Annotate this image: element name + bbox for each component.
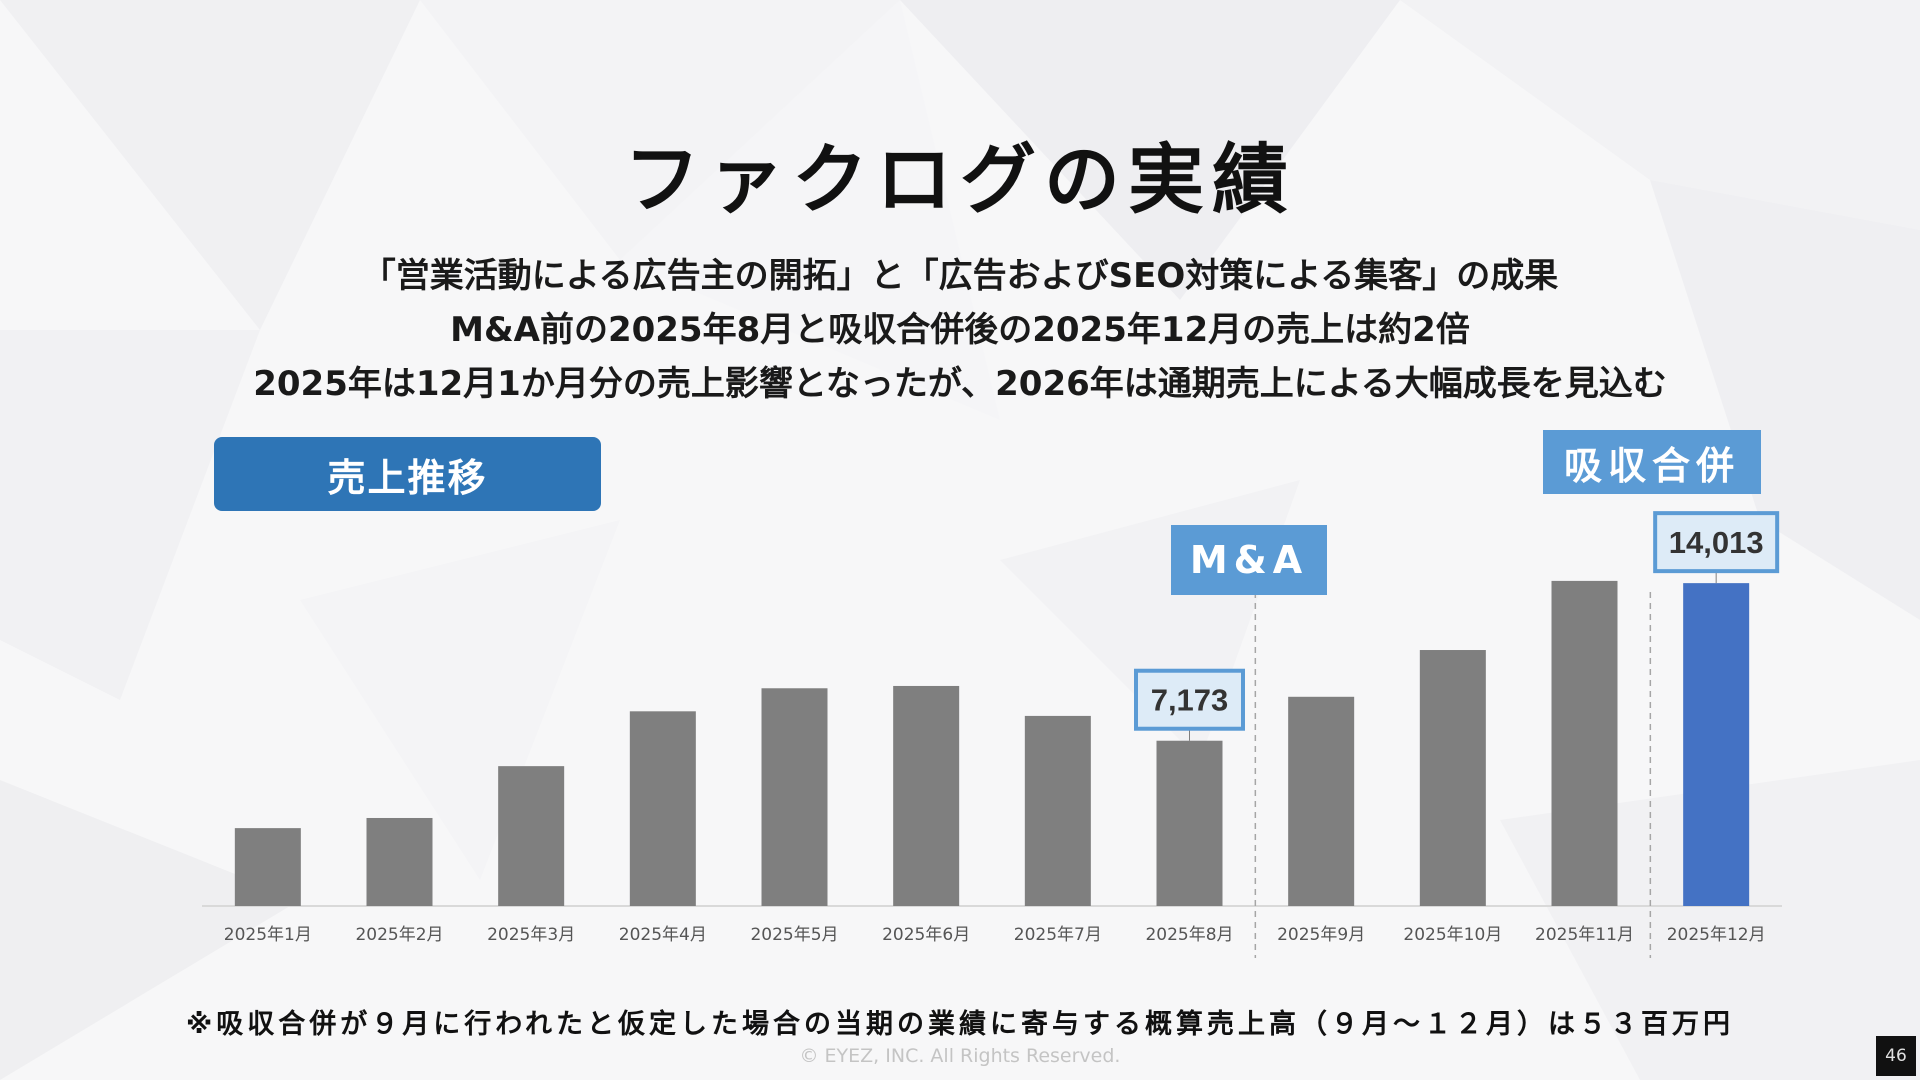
bar-10 [1419,650,1486,906]
subtitle-line-2: M&A前の2025年8月と吸収合併後の2025年12月の売上は約2倍 [450,310,1470,350]
x-tick-label-9: 2025年9月 [1277,925,1365,945]
x-tick-label-4: 2025年4月 [619,925,707,945]
x-tick-label-12: 2025年12月 [1667,925,1766,945]
page-title: ファクログの実績 [624,135,1296,224]
copyright-text: © EYEZ, INC. All Rights Reserved. [799,1045,1121,1067]
ma-tag: M&A [1171,525,1327,595]
page-number: 46 [1876,1036,1916,1076]
data-label-8: 7,173 [1151,683,1229,718]
x-tick-label-2: 2025年2月 [355,925,443,945]
x-tick-label-1: 2025年1月 [224,925,312,945]
data-label-box-8 [1134,668,1245,731]
x-tick-label-8: 2025年8月 [1145,925,1233,945]
x-tick-label-3: 2025年3月 [487,925,575,945]
x-tick-label-5: 2025年5月 [750,925,838,945]
bar-9 [1288,696,1355,906]
bar-8 [1156,740,1223,906]
subtitle-line-3: 2025年は12月1か月分の売上影響となったが、2026年は通期売上による大幅成… [253,364,1667,404]
bar-3 [498,766,565,906]
bar-1 [234,828,301,906]
x-tick-label-7: 2025年7月 [1014,925,1102,945]
bar-4 [629,711,696,906]
bar-11 [1551,580,1618,906]
bar-6 [893,685,960,906]
x-tick-label-6: 2025年6月 [882,925,970,945]
merger-tag: 吸収合併 [1543,430,1761,494]
footnote: ※吸収合併が９月に行われたと仮定した場合の当期の業績に寄与する概算売上高（９月～… [186,1009,1734,1040]
x-tick-label-10: 2025年10月 [1403,925,1502,945]
data-label-12: 14,013 [1669,525,1764,560]
bar-2 [366,817,433,906]
bar-12 [1683,583,1750,906]
section-label-sales-trend: 売上推移 [214,437,601,511]
subtitle-line-1: 「営業活動による広告主の開拓」と「広告およびSEO対策による集客」の成果 [361,256,1559,296]
data-label-box-12 [1653,511,1780,574]
bar-5 [761,688,828,906]
bar-7 [1024,715,1091,906]
x-tick-label-11: 2025年11月 [1535,925,1634,945]
